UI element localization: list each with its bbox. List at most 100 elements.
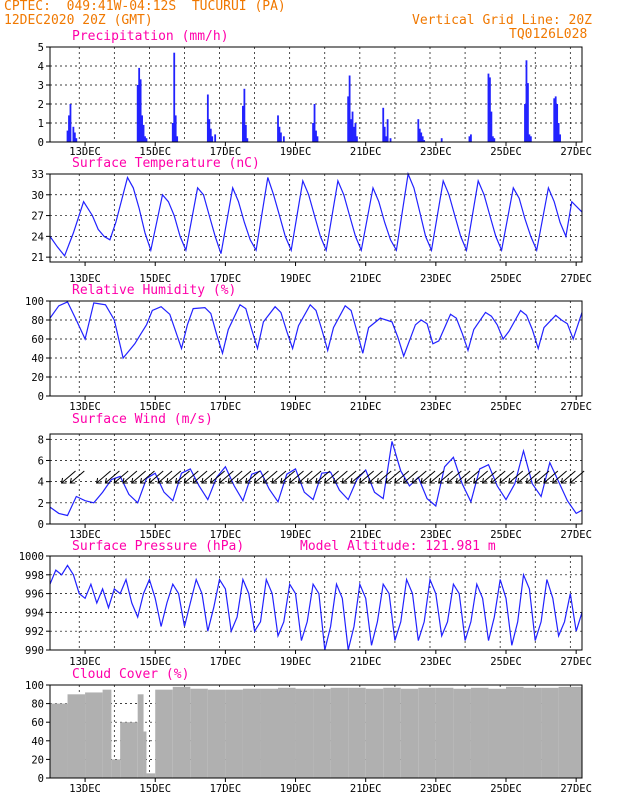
wind-arrow-head (148, 477, 155, 484)
wind-arrow-shaft (271, 470, 287, 484)
x-tick-label: 15DEC (139, 656, 171, 668)
cloud-bar (313, 688, 331, 778)
wind-arrow (411, 470, 427, 484)
wind-arrow-head (183, 477, 190, 484)
precip-bar (491, 136, 494, 142)
wind-arrow (148, 470, 164, 484)
panel-4 (46, 433, 585, 528)
wind-arrow-head (516, 477, 523, 484)
wind-arrow-head (306, 477, 313, 484)
y-tick-label: 60 (31, 717, 44, 729)
wind-arrow (192, 470, 208, 484)
precip-bar (312, 123, 314, 142)
wind-arrow (306, 470, 322, 484)
x-tick-label: 19DEC (280, 146, 312, 158)
wind-arrow (157, 470, 173, 484)
wind-arrow-shaft (236, 470, 252, 484)
precip-bar (420, 132, 423, 142)
wind-arrow-shaft (376, 470, 392, 484)
precip-bar (386, 119, 389, 142)
wind-arrow-shaft (447, 470, 462, 484)
x-tick-label: 13DEC (69, 783, 101, 795)
precip-bar (214, 134, 217, 142)
precip-bar (489, 77, 491, 142)
precip-bar (209, 128, 212, 142)
x-tick-label: 23DEC (420, 529, 452, 541)
wind-arrow-shaft (315, 470, 331, 484)
header-model-code: TQ0126L028 (509, 27, 588, 42)
precip-bar (468, 136, 471, 142)
wind-arrow (104, 470, 120, 484)
wind-arrow (473, 470, 489, 484)
model-altitude-note: Model Altitude: 121.981 m (300, 539, 496, 554)
x-tick-label: 17DEC (210, 656, 242, 668)
precip-bar (244, 124, 247, 142)
cloud-bar (435, 687, 454, 778)
precip-bar (316, 136, 319, 142)
wind-arrow (429, 470, 445, 484)
x-tick-label: 21DEC (350, 529, 382, 541)
cloud-bar (146, 773, 156, 778)
precip-bar (385, 136, 388, 142)
panel-6 (46, 684, 583, 782)
precip-bar (277, 115, 279, 142)
panel-3 (46, 300, 583, 400)
y-tick-label: 0 (38, 519, 44, 531)
wind-arrow (490, 470, 506, 484)
wind-arrow (543, 470, 559, 484)
wind-arrow-head (376, 477, 383, 484)
wind-arrow (324, 470, 339, 484)
wind-arrow (438, 470, 453, 484)
cloud-bar (190, 688, 208, 778)
precip-bar (556, 104, 559, 142)
series-line (49, 301, 583, 360)
y-tick-label: 8 (38, 434, 44, 446)
wind-arrow-shaft (385, 470, 401, 484)
x-tick-label: 17DEC (210, 401, 242, 413)
wind-arrow-head (236, 477, 242, 484)
wind-arrow-head (367, 477, 374, 484)
wind-arrow-shaft (525, 470, 541, 484)
wind-arrow-shaft (411, 470, 427, 484)
panel-frame (49, 300, 583, 397)
wind-arrow (253, 470, 269, 484)
wind-arrow (367, 470, 383, 484)
wind-arrow (534, 470, 550, 484)
precip-bar (525, 60, 528, 142)
wind-arrow (166, 470, 182, 484)
precip-bar (73, 132, 76, 142)
wind-arrow-head (438, 477, 444, 484)
wind-arrow-shaft (175, 470, 190, 484)
series-line (49, 564, 583, 651)
cloud-bar (225, 689, 243, 778)
wind-arrow-head (560, 477, 567, 484)
wind-arrow-shaft (227, 470, 243, 484)
x-tick-label: 27DEC (560, 656, 592, 668)
precip-bar (69, 104, 72, 142)
panel-frame (49, 46, 583, 143)
wind-arrow-head (262, 477, 269, 484)
precip-bar (490, 111, 493, 142)
wind-arrow-shaft (192, 470, 208, 484)
wind-arrow-shaft (113, 470, 129, 484)
wind-arrow-shaft (96, 470, 111, 484)
panel-frame (49, 433, 583, 525)
wind-arrow-shaft (473, 470, 489, 484)
precip-bar (242, 105, 244, 142)
x-tick-label: 25DEC (490, 273, 522, 285)
y-tick-label: 24 (31, 231, 44, 243)
wind-arrow-head (490, 477, 497, 484)
panel-2 (46, 171, 583, 266)
x-tick-label: 15DEC (139, 529, 171, 541)
x-tick-label: 19DEC (280, 273, 312, 285)
x-tick-label: 13DEC (69, 273, 101, 285)
precip-bar (208, 119, 211, 142)
precip-bar (174, 115, 177, 142)
wind-arrow-head (104, 477, 111, 484)
panel-title: Surface Temperature (nC) (72, 156, 260, 171)
wind-arrow-head (271, 477, 277, 484)
cloud-bar (348, 687, 366, 778)
precip-bar (142, 124, 145, 142)
wind-arrow-shaft (131, 470, 147, 484)
